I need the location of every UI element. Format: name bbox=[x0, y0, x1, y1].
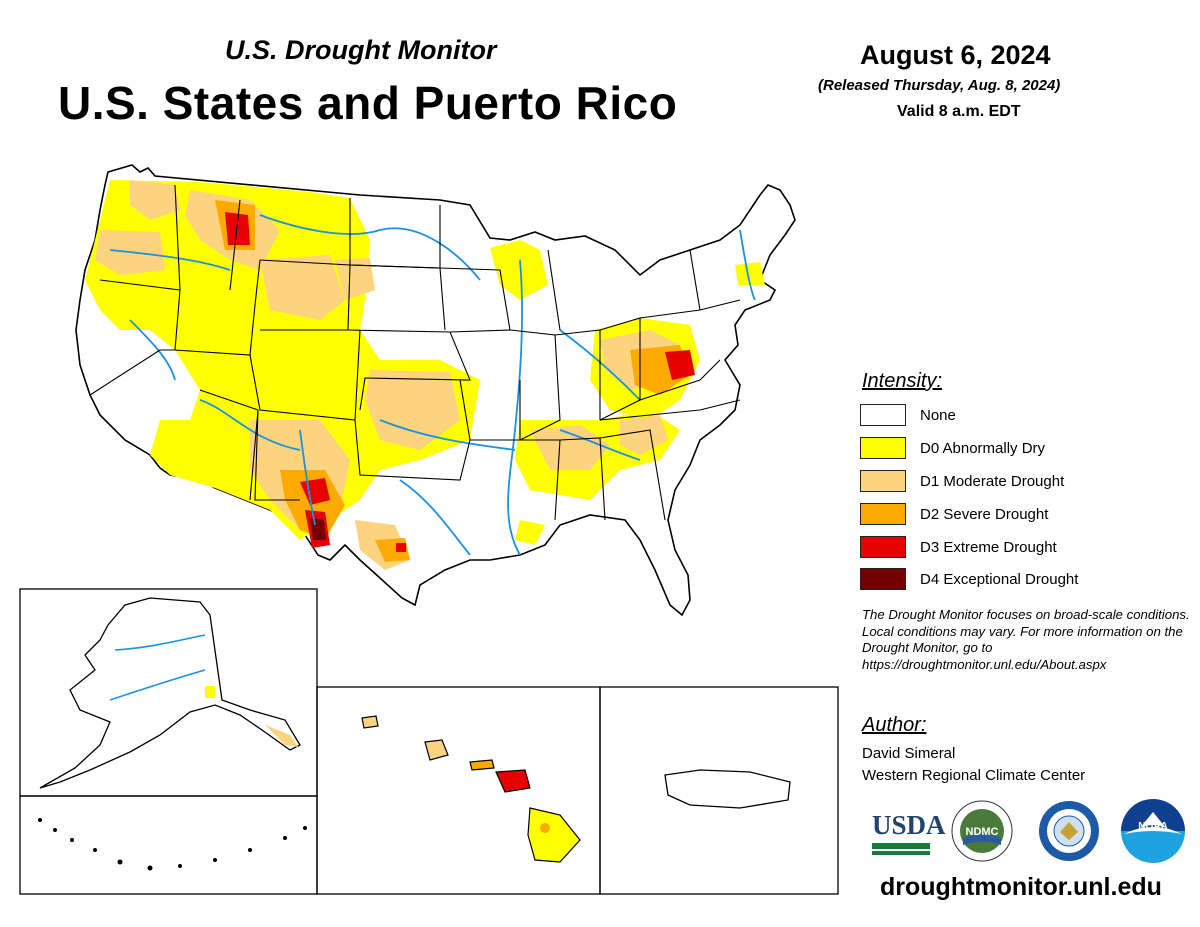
disclaimer-note: The Drought Monitor focuses on broad-sca… bbox=[862, 607, 1190, 672]
state-borders bbox=[89, 184, 741, 521]
usda-logo: USDA bbox=[872, 810, 946, 855]
map-date: August 6, 2024 bbox=[860, 40, 1051, 70]
commerce-seal-icon bbox=[1039, 801, 1099, 861]
legend-swatch bbox=[860, 536, 906, 558]
valid-time: Valid 8 a.m. EDT bbox=[897, 103, 1021, 120]
conus-map bbox=[75, 164, 796, 617]
legend-label: D3 Extreme Drought bbox=[920, 538, 1057, 556]
legend-label: D4 Exceptional Drought bbox=[920, 570, 1079, 588]
usda-logo-bar bbox=[872, 851, 930, 855]
alaska-map bbox=[38, 597, 307, 871]
legend-item-d3: D3 Extreme Drought bbox=[860, 534, 1057, 560]
legend-item-d1: D1 Moderate Drought bbox=[860, 468, 1064, 494]
author-name: David Simeral bbox=[862, 745, 956, 762]
legend-item-d4: D4 Exceptional Drought bbox=[860, 566, 1078, 592]
legend-swatch bbox=[860, 503, 906, 525]
legend-label: D0 Abnormally Dry bbox=[920, 439, 1046, 457]
puerto-rico-map bbox=[664, 769, 791, 809]
legend-item-d0: D0 Abnormally Dry bbox=[860, 435, 1045, 461]
author-organization: Western Regional Climate Center bbox=[862, 767, 1086, 784]
noaa-logo: NOAA bbox=[1121, 799, 1185, 863]
ndmc-logo: NDMC bbox=[951, 800, 1013, 862]
legend-label: D2 Severe Drought bbox=[920, 505, 1049, 523]
rivers bbox=[109, 214, 756, 556]
legend-item-d2: D2 Severe Drought bbox=[860, 501, 1048, 527]
hawaii-map bbox=[361, 715, 581, 863]
usda-logo-text: USDA bbox=[872, 810, 946, 840]
legend-title: Intensity: bbox=[862, 370, 943, 392]
map-title: U.S. States and Puerto Rico bbox=[58, 77, 678, 129]
map-subtitle: U.S. Drought Monitor bbox=[225, 35, 497, 65]
legend-swatch bbox=[860, 470, 906, 492]
legend-item-none: None bbox=[860, 402, 956, 428]
legend-label: None bbox=[920, 406, 956, 424]
legend-swatch bbox=[860, 568, 906, 590]
inset-frames bbox=[19, 588, 839, 895]
author-heading: Author: bbox=[862, 714, 927, 736]
svg-text:NOAA: NOAA bbox=[1138, 821, 1167, 832]
usda-logo-bar bbox=[872, 843, 930, 849]
release-date: (Released Thursday, Aug. 8, 2024) bbox=[818, 77, 1061, 94]
legend-label: D1 Moderate Drought bbox=[920, 472, 1065, 490]
legend-swatch bbox=[860, 404, 906, 426]
footer-url[interactable]: droughtmonitor.unl.edu bbox=[880, 873, 1162, 901]
svg-text:NDMC: NDMC bbox=[966, 826, 999, 838]
legend-swatch bbox=[860, 437, 906, 459]
